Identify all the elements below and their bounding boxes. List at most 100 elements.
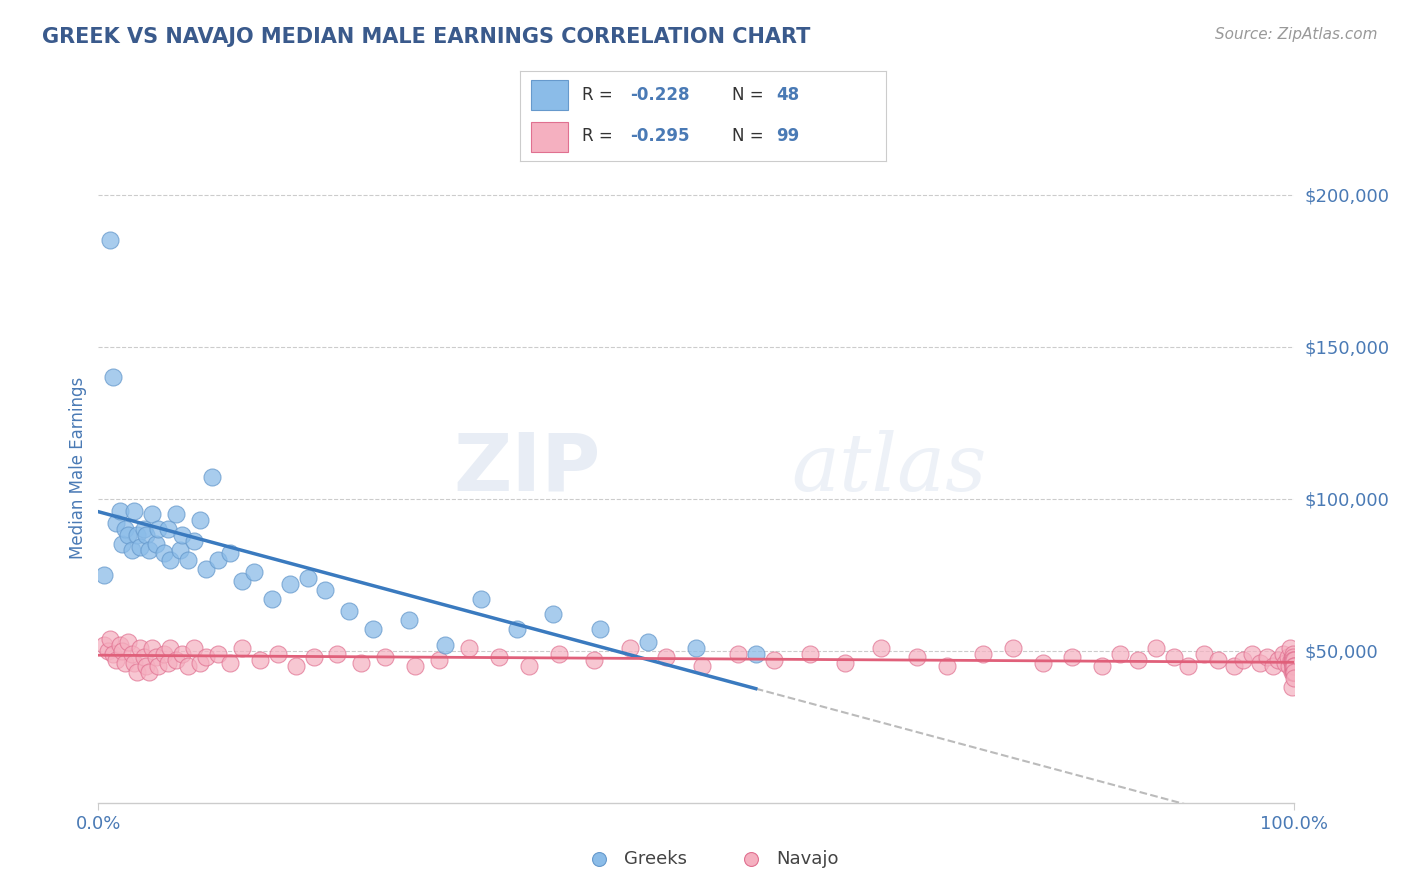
Point (1282, 656, 1305, 670)
Point (1282, 649, 1305, 664)
Point (1256, 649, 1278, 664)
Point (1232, 653, 1254, 667)
Point (129, 541, 152, 555)
Point (219, 656, 242, 670)
Point (105, 516, 128, 530)
Point (129, 640, 152, 655)
Point (427, 653, 450, 667)
Point (1222, 659, 1246, 673)
Text: R =: R = (582, 87, 619, 104)
Point (637, 634, 659, 648)
Point (124, 504, 146, 518)
Point (132, 649, 155, 664)
Point (105, 653, 128, 667)
Point (935, 659, 957, 673)
Point (1206, 653, 1229, 667)
Point (470, 592, 492, 607)
Point (243, 565, 266, 579)
Point (690, 659, 713, 673)
Point (488, 649, 510, 664)
Point (1282, 671, 1305, 685)
Point (1282, 653, 1305, 667)
Point (188, 656, 211, 670)
Point (117, 528, 139, 542)
Text: N =: N = (733, 128, 769, 145)
Point (165, 653, 187, 667)
Point (1278, 640, 1301, 655)
Point (1281, 680, 1303, 694)
Point (1282, 659, 1305, 673)
Point (172, 528, 194, 542)
Point (619, 640, 641, 655)
Point (124, 656, 146, 670)
Point (1109, 647, 1132, 661)
Point (972, 647, 994, 661)
Point (101, 647, 124, 661)
Text: 48: 48 (776, 87, 799, 104)
Bar (531, 122, 568, 152)
Point (745, 647, 768, 661)
Point (138, 665, 160, 679)
Point (363, 623, 385, 637)
Point (1263, 659, 1285, 673)
Point (117, 634, 139, 648)
Point (188, 513, 211, 527)
Point (1282, 659, 1305, 673)
Point (153, 546, 176, 560)
Point (1091, 659, 1114, 673)
Point (547, 647, 569, 661)
Point (153, 647, 176, 661)
Point (589, 623, 612, 637)
Point (1163, 649, 1185, 664)
Text: GREEK VS NAVAJO MEDIAN MALE EARNINGS CORRELATION CHART: GREEK VS NAVAJO MEDIAN MALE EARNINGS COR… (42, 27, 810, 46)
Point (159, 640, 181, 655)
Point (114, 656, 136, 670)
Y-axis label: Median Male Earnings: Median Male Earnings (69, 377, 87, 559)
Point (799, 647, 821, 661)
Point (1282, 665, 1305, 679)
Point (231, 574, 253, 588)
Point (267, 647, 290, 661)
Point (541, 607, 564, 622)
Point (108, 638, 131, 652)
Point (114, 522, 136, 536)
Point (374, 649, 396, 664)
Point (249, 653, 271, 667)
Point (165, 507, 187, 521)
Point (905, 649, 928, 664)
Text: -0.295: -0.295 (630, 128, 689, 145)
Point (350, 656, 373, 670)
Point (141, 640, 163, 655)
Point (93, 567, 115, 582)
Point (169, 543, 191, 558)
Text: Source: ZipAtlas.com: Source: ZipAtlas.com (1215, 27, 1378, 42)
Point (588, 851, 610, 865)
Point (1282, 653, 1305, 667)
Point (1274, 656, 1296, 670)
Point (159, 552, 181, 566)
Point (98, 632, 122, 646)
Point (183, 534, 205, 549)
Point (1240, 647, 1263, 661)
Point (145, 649, 167, 664)
Text: ZIP: ZIP (453, 429, 600, 508)
Point (141, 507, 163, 521)
Point (1282, 659, 1305, 673)
Point (1271, 647, 1294, 661)
Point (121, 647, 143, 661)
Point (1282, 665, 1305, 679)
Point (1278, 659, 1301, 673)
Point (297, 571, 319, 585)
Point (398, 613, 420, 627)
Point (1128, 653, 1150, 667)
Point (111, 644, 134, 658)
Text: Navajo: Navajo (776, 849, 838, 868)
Point (156, 656, 179, 670)
Point (284, 659, 307, 673)
Point (583, 653, 606, 667)
Text: N =: N = (733, 87, 769, 104)
Bar (531, 80, 568, 110)
Point (1282, 665, 1305, 679)
Point (97, 644, 120, 658)
Point (404, 659, 426, 673)
